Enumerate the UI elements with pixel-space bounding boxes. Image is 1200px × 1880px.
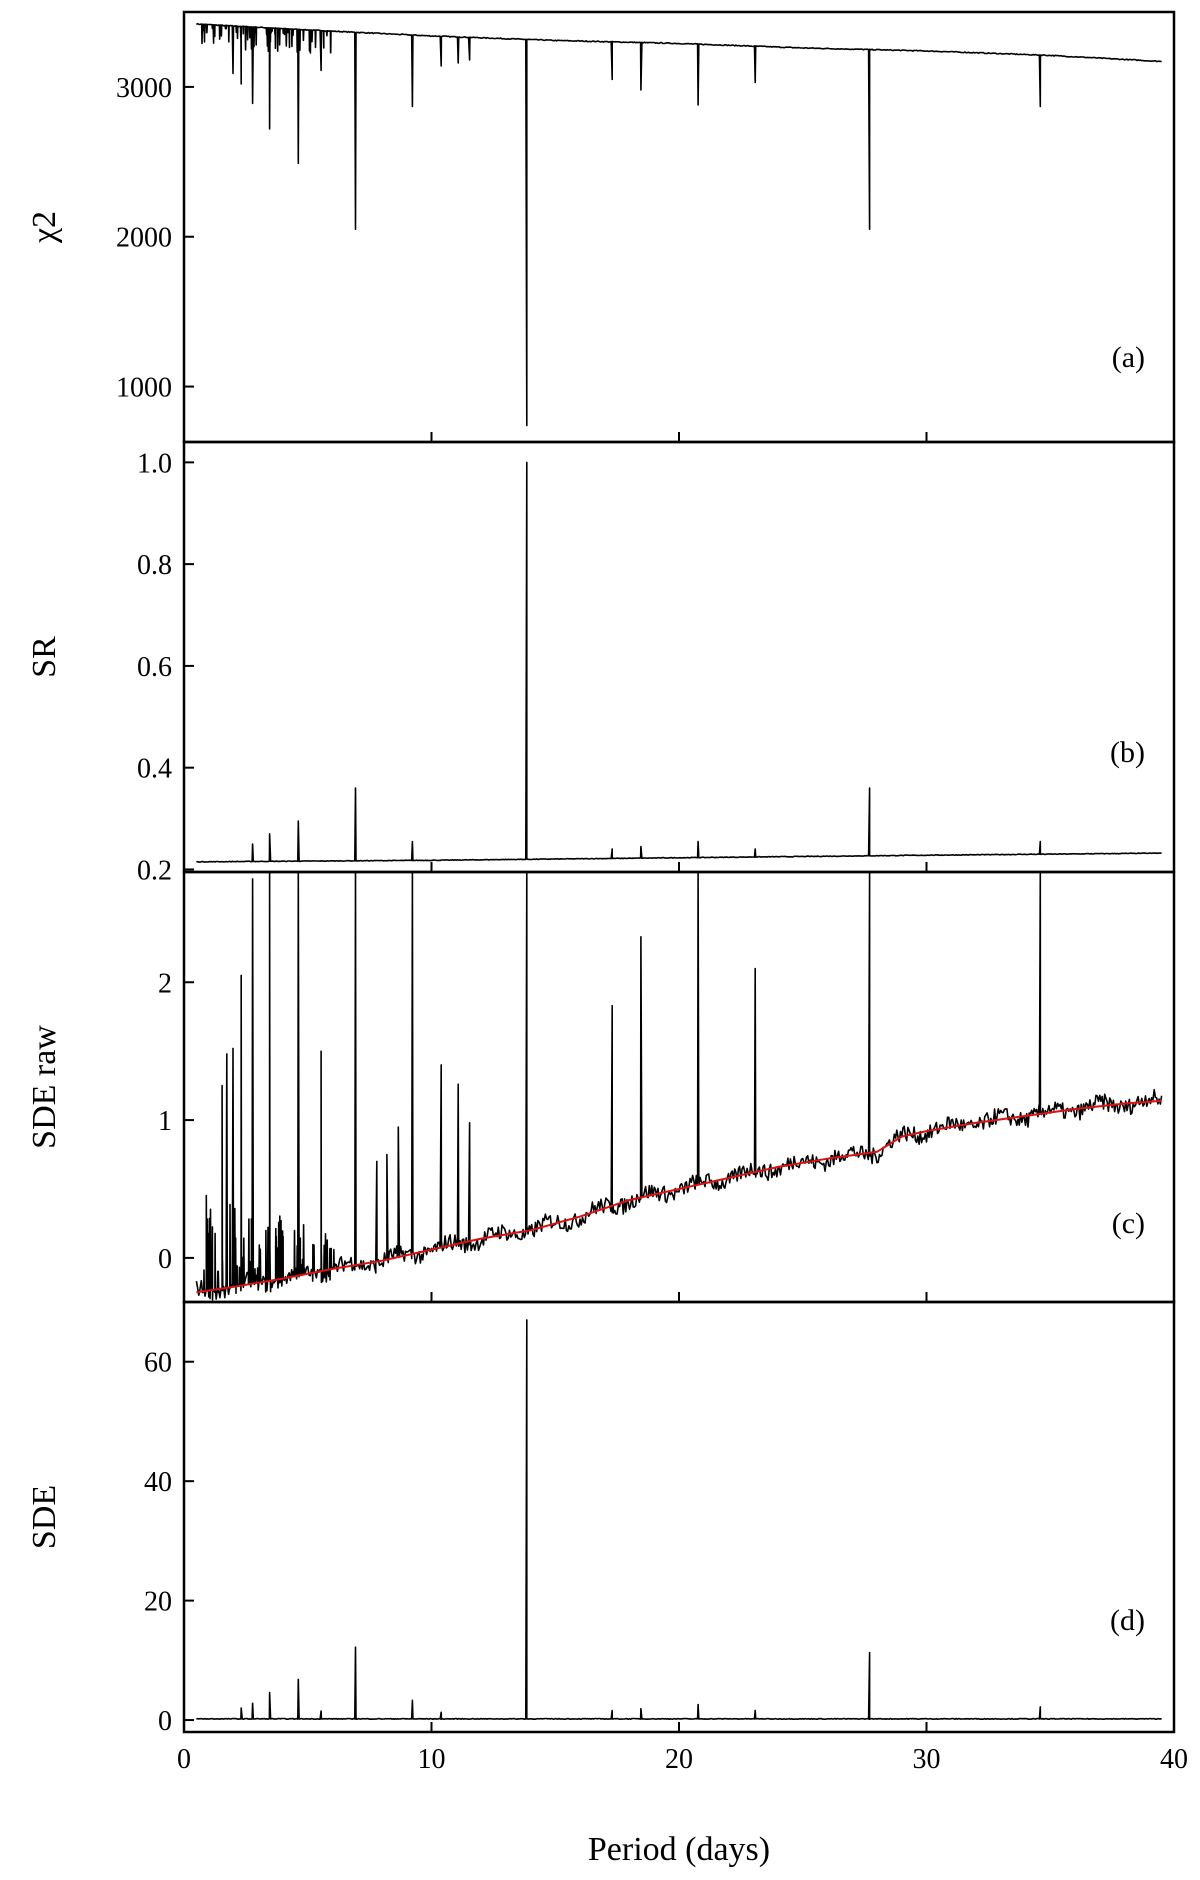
panel-a-tag: (a) bbox=[1112, 341, 1145, 374]
panel-d-ytick-label: 60 bbox=[144, 1348, 172, 1379]
panel-c-ytick-label: 0 bbox=[158, 1244, 172, 1275]
panel-c-series-line bbox=[195, 871, 1163, 1301]
panel-a-ytick-label: 1000 bbox=[116, 373, 172, 404]
panel-c-ylabel: SDE raw bbox=[26, 1025, 63, 1149]
panel-b-ytick-label: 0.4 bbox=[137, 754, 172, 785]
panel-a-ytick-label: 2000 bbox=[116, 223, 172, 254]
panel-c-ytick-label: 2 bbox=[158, 968, 172, 999]
panel-b-ylabel: SR bbox=[26, 636, 63, 678]
panel-c-ytick-label: 1 bbox=[158, 1106, 172, 1137]
panel-c: 0 1 2 SDE raw (c) bbox=[26, 870, 1176, 1304]
panel-b-plot: 0.2 0.4 0.6 0.8 1.0 bbox=[137, 448, 1175, 886]
panel-c-trend-line bbox=[196, 1099, 1162, 1294]
panel-b-tag: (b) bbox=[1110, 736, 1145, 769]
panel-b-series-line bbox=[196, 461, 1162, 863]
panel-c-plot: 0 1 2 bbox=[158, 871, 1175, 1302]
panel-b: 0.2 0.4 0.6 0.8 1.0 SR (b) bbox=[26, 440, 1176, 886]
panel-d-ytick-label: 20 bbox=[144, 1587, 172, 1618]
x-tick-label: 0 bbox=[177, 1744, 191, 1775]
panel-d-plot: 0 20 40 60 0 10 20 30 40 bbox=[144, 1319, 1188, 1775]
x-tick-label: 20 bbox=[665, 1744, 693, 1775]
panel-a-series-line bbox=[195, 22, 1162, 427]
panel-d-ytick-label: 0 bbox=[158, 1706, 172, 1737]
x-tick-label: 40 bbox=[1160, 1744, 1188, 1775]
panel-b-frame bbox=[182, 440, 1176, 874]
x-tick-label: 10 bbox=[418, 1744, 446, 1775]
panel-d-frame bbox=[182, 1300, 1176, 1734]
panel-d-ylabel: SDE bbox=[26, 1485, 63, 1549]
panel-a-ytick-label: 3000 bbox=[116, 73, 172, 104]
panel-a-ylabel: χ2 bbox=[26, 211, 63, 244]
x-axis-label: Period (days) bbox=[588, 1831, 770, 1868]
panel-d-ytick-label: 40 bbox=[144, 1467, 172, 1498]
panel-a: 1000 2000 3000 χ2 (a) bbox=[26, 10, 1176, 444]
x-tick-label: 30 bbox=[913, 1744, 941, 1775]
panel-c-tag: (c) bbox=[1112, 1207, 1145, 1240]
panel-b-ytick-label: 0.2 bbox=[137, 855, 172, 886]
panel-a-frame bbox=[182, 10, 1176, 444]
panel-c-frame bbox=[182, 870, 1176, 1304]
panel-a-plot: 1000 2000 3000 bbox=[116, 22, 1175, 442]
panel-d: 0 20 40 60 0 10 20 30 40 SDE (d) Period (days) bbox=[26, 1300, 1188, 1868]
panel-b-ytick-label: 0.8 bbox=[137, 550, 172, 581]
panel-b-ytick-label: 1.0 bbox=[137, 448, 172, 479]
panel-b-ytick-label: 0.6 bbox=[137, 652, 172, 683]
panel-d-series-line bbox=[196, 1319, 1162, 1720]
panel-d-tag: (d) bbox=[1110, 1604, 1145, 1637]
